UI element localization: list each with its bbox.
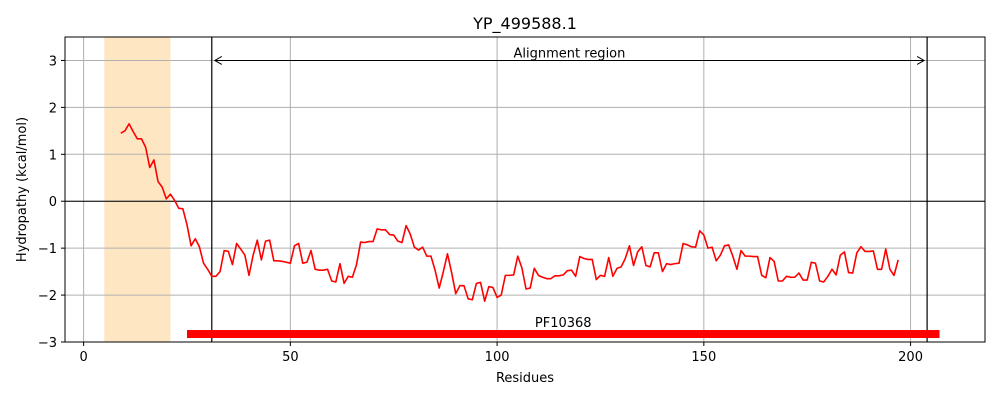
signal-peptide-shade — [104, 37, 171, 342]
x-tick-label: 0 — [79, 350, 87, 365]
x-tick-label: 50 — [282, 350, 299, 365]
y-tick-label: 1 — [49, 148, 57, 163]
shaded-region-layer — [104, 37, 171, 342]
series-layer — [120, 123, 899, 302]
domain-bar — [186, 330, 940, 339]
ticks-layer: 0 50 100 150 200 −3 −2 −1 0 1 2 3 — [38, 54, 923, 365]
x-tick-label: 150 — [691, 350, 716, 365]
y-tick-label: −3 — [38, 336, 57, 351]
hydropathy-series-line — [120, 123, 899, 302]
annotation-layer: PF10368 Alignment region — [186, 46, 940, 339]
domain-label: PF10368 — [535, 316, 592, 331]
x-axis-label: Residues — [496, 371, 554, 386]
y-axis-label: Hydropathy (kcal/mol) — [15, 117, 30, 262]
reference-lines-layer — [65, 37, 985, 342]
y-tick-label: 3 — [49, 54, 57, 69]
arrowhead-left — [213, 56, 223, 65]
grid-layer — [65, 37, 985, 343]
y-tick-label: 0 — [49, 195, 57, 210]
y-tick-label: −2 — [38, 289, 57, 304]
plot-frame — [64, 36, 986, 343]
y-tick-label: −1 — [38, 242, 57, 257]
alignment-region-label: Alignment region — [514, 46, 626, 61]
chart-title: YP_499588.1 — [472, 14, 577, 34]
y-tick-label: 2 — [49, 101, 57, 116]
x-tick-label: 200 — [898, 350, 923, 365]
arrowhead-right — [916, 56, 926, 65]
x-tick-label: 100 — [485, 350, 510, 365]
